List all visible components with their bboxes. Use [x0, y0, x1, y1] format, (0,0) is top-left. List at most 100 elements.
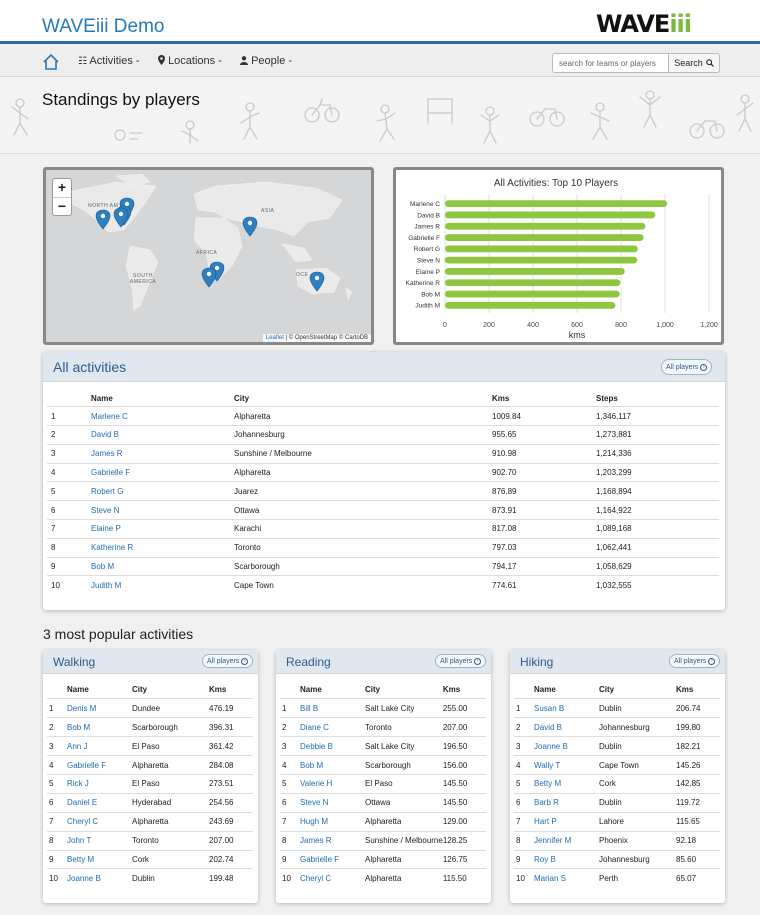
rank-cell: 8	[47, 830, 67, 851]
player-link[interactable]: Betty M	[534, 779, 562, 789]
all-players-button[interactable]: All players ›	[202, 654, 254, 668]
y-category-label: David B	[417, 212, 440, 219]
home-icon[interactable]	[42, 53, 60, 71]
all-players-button[interactable]: All players ›	[435, 654, 487, 668]
city-cell: Ottawa	[365, 792, 443, 813]
table-row: 9 Gabrielle F Alpharetta 126.75	[280, 849, 486, 869]
name-cell: Diane C	[300, 717, 365, 737]
nav-activities-menu[interactable]: ☷ Activities -	[78, 55, 140, 67]
player-link[interactable]: Judith M	[91, 581, 122, 591]
player-link[interactable]: Gabrielle F	[67, 760, 107, 770]
kms-cell: 207.00	[209, 830, 253, 851]
search-input[interactable]	[552, 53, 669, 73]
all-players-button-label: All players	[674, 657, 707, 665]
player-link[interactable]: Susan B	[534, 703, 565, 713]
map-marker-icon[interactable]	[309, 271, 325, 292]
kms-cell: 115.65	[676, 811, 720, 832]
map-markers-layer	[95, 197, 325, 292]
steps-cell: 1,214,336	[596, 443, 719, 464]
zoom-in-button[interactable]: +	[57, 179, 67, 195]
player-link[interactable]: Valerie H	[300, 779, 333, 789]
player-link[interactable]: Cheryl C	[300, 874, 332, 884]
player-link[interactable]: Rick J	[67, 779, 89, 789]
player-link[interactable]: Wally T	[534, 760, 561, 770]
players-map[interactable]: NORTH AM ASIA AFRICA SOUTH AMERICA OCE +…	[43, 167, 374, 345]
player-link[interactable]: James R	[300, 836, 332, 846]
chart-bar[interactable]	[445, 211, 656, 219]
player-link[interactable]: Diane C	[300, 722, 329, 732]
player-link[interactable]: Bob M	[67, 722, 91, 732]
player-link[interactable]: Joanne B	[67, 874, 101, 884]
player-link[interactable]: James R	[91, 449, 123, 459]
name-cell: Gabrielle F	[300, 849, 365, 869]
player-link[interactable]: Elaine P	[91, 524, 121, 534]
kms-cell: 65.07	[676, 868, 720, 888]
name-cell: Joanne B	[67, 868, 132, 888]
player-link[interactable]: Hart P	[534, 817, 557, 827]
app-title-link[interactable]: WAVEiii Demo	[42, 16, 165, 37]
leaflet-link[interactable]: Leaflet	[265, 335, 284, 341]
waveiii-logo[interactable]: WAVEiii	[596, 10, 692, 38]
chart-bar[interactable]	[445, 268, 625, 275]
nav-locations-menu[interactable]: Locations -	[158, 55, 222, 67]
player-link[interactable]: Roy B	[534, 854, 556, 864]
top-players-chart-panel: All Activities: Top 10 Players Marlene C…	[393, 167, 724, 345]
player-link[interactable]: Betty M	[67, 854, 95, 864]
player-link[interactable]: Joanne B	[534, 741, 568, 751]
map-marker-icon[interactable]	[95, 209, 111, 230]
all-players-button[interactable]: All players ›	[669, 654, 721, 668]
chart-bar[interactable]	[445, 222, 646, 230]
player-link[interactable]: Ann J	[67, 741, 88, 751]
name-cell: Hart P	[534, 811, 599, 832]
player-link[interactable]: David B	[91, 430, 120, 440]
player-link[interactable]: Jennifer M	[534, 836, 572, 846]
city-cell: El Paso	[132, 736, 209, 756]
kms-cell: 206.74	[676, 698, 720, 718]
player-link[interactable]: John T	[67, 836, 92, 846]
table-row: 5 Betty M Cork 142.85	[514, 773, 720, 794]
map-marker-icon[interactable]	[113, 207, 129, 228]
search-button[interactable]: Search	[668, 53, 720, 73]
player-link[interactable]: David B	[534, 722, 563, 732]
all-activities-table: Name City Kms Steps 1 Marlene C Alpharetta…	[47, 388, 719, 595]
player-link[interactable]: Marlene C	[91, 411, 128, 421]
chart-bar[interactable]	[445, 256, 638, 264]
rank-cell: 7	[280, 811, 300, 832]
player-link[interactable]: Steve N	[300, 798, 329, 808]
chart-bar[interactable]	[445, 200, 668, 208]
zoom-out-button[interactable]: −	[53, 197, 71, 215]
player-link[interactable]: Bill B	[300, 703, 319, 713]
activity-walking-header: Walking All players ›	[43, 650, 258, 674]
player-link[interactable]: Bob M	[91, 562, 115, 572]
chart-bar[interactable]	[445, 301, 616, 309]
player-link[interactable]: Daniel E	[67, 798, 98, 808]
player-link[interactable]: Marian S	[534, 874, 567, 884]
player-link[interactable]: Katherine R	[91, 543, 134, 553]
list-icon: ☷	[78, 56, 87, 67]
kms-cell: 196.50	[442, 736, 486, 756]
rank-cell: 5	[280, 773, 300, 794]
kms-cell: 817.08	[492, 519, 596, 539]
player-link[interactable]: Steve N	[91, 505, 120, 515]
rank-cell: 9	[514, 849, 534, 869]
player-link[interactable]: Hugh M	[300, 817, 329, 827]
nav-people-menu[interactable]: People -	[240, 55, 292, 67]
chart-bar[interactable]	[445, 290, 620, 298]
player-link[interactable]: Bob M	[300, 760, 324, 770]
all-players-button[interactable]: All players ›	[661, 359, 713, 375]
chart-bar[interactable]	[445, 245, 638, 253]
map-marker-icon[interactable]	[201, 267, 217, 288]
rank-cell: 8	[514, 830, 534, 851]
player-link[interactable]: Barb R	[534, 798, 559, 808]
chart-bar[interactable]	[445, 279, 621, 287]
player-link[interactable]: Robert G	[91, 486, 124, 496]
player-link[interactable]: Gabrielle F	[300, 854, 340, 864]
player-link[interactable]: Cheryl C	[67, 817, 99, 827]
map-marker-icon[interactable]	[242, 216, 258, 237]
chart-bar[interactable]	[445, 234, 644, 241]
kms-cell: 1009.84	[492, 406, 596, 426]
player-link[interactable]: Debbie B	[300, 741, 333, 751]
player-link[interactable]: Gabrielle F	[91, 468, 131, 478]
name-cell: Marlene C	[91, 406, 234, 426]
player-link[interactable]: Denis M	[67, 703, 97, 713]
